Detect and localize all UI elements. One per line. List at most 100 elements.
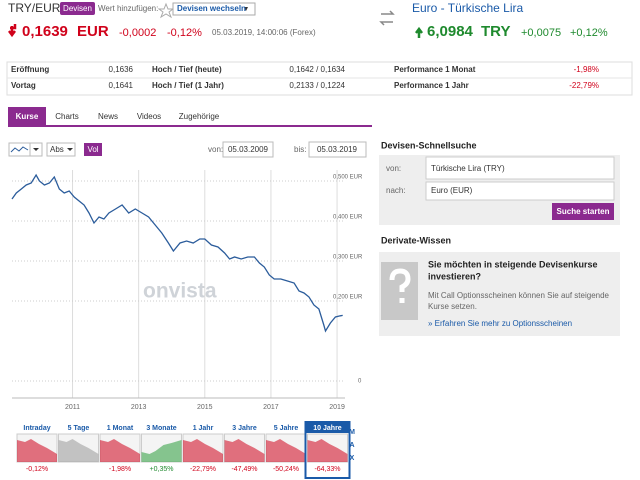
price: 6,0984 <box>427 23 474 40</box>
to-input[interactable] <box>308 141 367 158</box>
currency: EUR <box>77 23 109 40</box>
perf-label[interactable]: 1 Jahr <box>193 425 214 432</box>
tab[interactable]: News <box>98 112 118 121</box>
thumb-area <box>17 439 57 462</box>
stats-cell: Vortag <box>11 81 36 90</box>
price-line <box>11 173 343 333</box>
tab[interactable]: Videos <box>137 112 161 121</box>
stats-cell: -22,79% <box>569 81 599 90</box>
tab[interactable]: Charts <box>55 112 79 121</box>
from-value[interactable]: Türkische Lira (TRY) <box>431 164 505 173</box>
down-arrow <box>8 24 17 38</box>
perf-label[interactable]: Intraday <box>23 425 50 432</box>
right-title: Euro - Türkische Lira <box>412 1 523 15</box>
stats-cell: Performance 1 Monat <box>394 65 476 74</box>
perf-change: -22,79% <box>190 466 216 473</box>
perf-change: -0,12% <box>26 466 48 473</box>
thumb-area <box>266 439 306 462</box>
y-tick-label: 0,300 EUR <box>333 255 363 261</box>
from-field[interactable] <box>425 156 615 180</box>
change-pct: -0,12% <box>167 27 202 39</box>
change: -0,0002 <box>119 27 156 39</box>
link[interactable]: » Erfahren Sie mehr zu Optionsscheinen <box>428 319 572 328</box>
perf-label[interactable]: 3 Jahre <box>232 425 257 432</box>
perf-label[interactable]: 5 Jahre <box>274 425 299 432</box>
from-input[interactable] <box>222 141 274 158</box>
dropdown-arrow <box>244 7 248 11</box>
max-letter[interactable]: A <box>349 442 354 449</box>
perf-label[interactable]: 5 Tage <box>68 425 90 432</box>
price: 0,1639 <box>22 23 68 40</box>
star-icon[interactable] <box>157 2 175 19</box>
question-icon <box>389 268 411 303</box>
stats-cell: 0,2133 / 0,1224 <box>289 81 345 90</box>
arrow <box>33 148 39 151</box>
perf-label[interactable]: 3 Monate <box>146 425 176 432</box>
heading-line: Sie möchten in steigende Devisenkurse <box>428 259 598 269</box>
max-letter[interactable]: X <box>350 455 355 462</box>
dropdown-text[interactable]: Devisen wechseln <box>177 4 246 13</box>
thumb-area <box>58 439 99 462</box>
line-icon <box>10 146 29 153</box>
x-tick-label: 2013 <box>131 404 147 411</box>
perf-label[interactable]: 10 Jahre <box>313 425 342 432</box>
stats-cell: Eröffnung <box>11 65 49 74</box>
exchange-icon[interactable] <box>379 10 395 26</box>
y-tick-label: 0,500 EUR <box>333 175 363 181</box>
timestamp: 05.03.2019, 14:00:06 (Forex) <box>212 28 316 37</box>
selected-frame[interactable] <box>304 421 351 479</box>
from-label: von: <box>386 164 401 173</box>
up-arrow <box>415 26 423 38</box>
y-tick-label: 0,400 EUR <box>333 215 363 221</box>
thumb-area <box>224 439 265 462</box>
y-tick-label: 0 <box>358 379 362 385</box>
stats-cell: 0,1636 <box>109 65 134 74</box>
watermark: onvista <box>143 280 217 303</box>
stats-cell: 0,1642 / 0,1634 <box>289 65 345 74</box>
to-label: bis: <box>294 145 306 154</box>
max-letter[interactable]: M <box>349 429 355 436</box>
to-date[interactable]: 05.03.2019 <box>317 145 358 154</box>
text-line: Kurse setzen. <box>428 302 477 311</box>
stats-cell: -1,98% <box>574 65 599 74</box>
to-field[interactable] <box>425 181 615 201</box>
derivate-box <box>379 252 620 336</box>
x-tick-label: 2011 <box>65 404 80 411</box>
tab[interactable]: Zugehörige <box>179 112 220 121</box>
search-button[interactable] <box>552 203 614 220</box>
to-value[interactable]: Euro (EUR) <box>431 186 473 195</box>
from-label: von: <box>208 145 223 154</box>
heading-line: investieren? <box>428 271 481 281</box>
tab[interactable]: Kurse <box>16 112 39 121</box>
selected-label-bg <box>306 423 349 433</box>
mode-dropdown[interactable] <box>46 142 76 157</box>
perf-change: +0,35% <box>150 466 174 473</box>
stats-cell: 0,1641 <box>109 81 134 90</box>
stats-cell: Performance 1 Jahr <box>394 81 469 90</box>
badge-bg <box>60 2 95 15</box>
y-tick-label: 0,200 EUR <box>333 295 363 301</box>
pair-title: TRY/EUR <box>8 1 61 15</box>
x-tick-label: 2015 <box>197 404 213 411</box>
vol[interactable]: Vol <box>87 145 98 154</box>
section-title: Devisen-Schnellsuche <box>381 140 477 150</box>
to-label: nach: <box>386 186 406 195</box>
currency: TRY <box>481 23 510 40</box>
add-label: Wert hinzufügen: <box>98 4 158 13</box>
badge: Devisen <box>63 4 92 13</box>
active-tab-bg <box>8 107 46 126</box>
perf-change: -47,49% <box>231 466 257 473</box>
vol-btn[interactable] <box>84 143 102 156</box>
change: +0,0075 <box>521 27 561 39</box>
section-title: Derivate-Wissen <box>381 235 451 245</box>
mode[interactable]: Abs <box>50 145 64 154</box>
thumb-area <box>307 439 348 462</box>
from-date[interactable]: 05.03.2009 <box>228 145 269 154</box>
arrow <box>67 148 73 151</box>
search-button-text[interactable]: Suche starten <box>557 207 610 216</box>
perf-label[interactable]: 1 Monat <box>107 425 134 432</box>
stats-cell: Hoch / Tief (heute) <box>152 65 222 74</box>
perf-change: -50,24% <box>273 466 299 473</box>
dropdown-box[interactable] <box>172 2 256 16</box>
